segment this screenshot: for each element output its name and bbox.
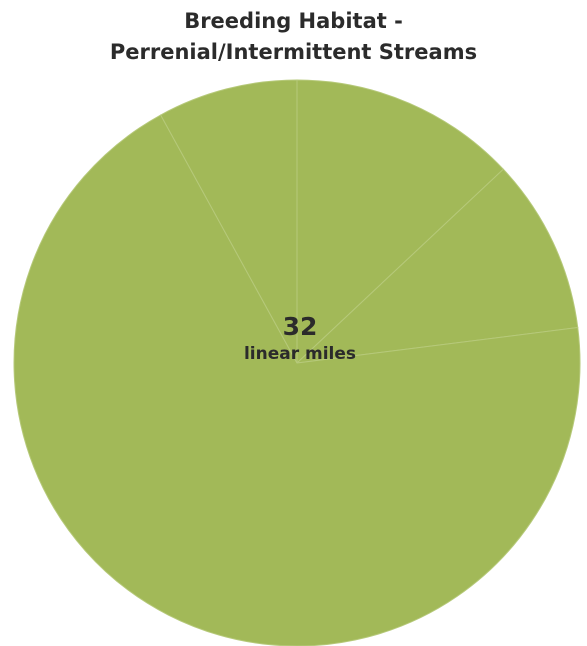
center-unit-label: linear miles bbox=[243, 344, 357, 364]
pie-slice-1 bbox=[296, 79, 505, 365]
chart-title-line-1: Breeding Habitat - bbox=[184, 9, 403, 33]
chart-title: Breeding Habitat - Perrenial/Intermitten… bbox=[0, 6, 587, 68]
center-value-label: 32 bbox=[282, 312, 318, 341]
pie-slice-2 bbox=[295, 168, 579, 364]
chart-title-line-2: Perrenial/Intermittent Streams bbox=[109, 40, 478, 64]
pie-slice-4 bbox=[159, 79, 298, 364]
pie-slice-3 bbox=[13, 114, 581, 646]
